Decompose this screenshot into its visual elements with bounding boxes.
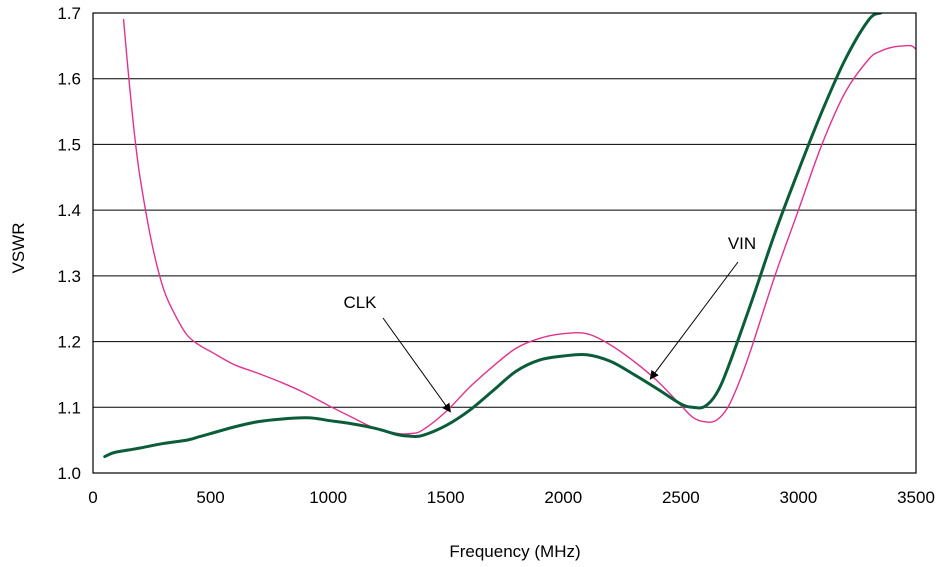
annotations: CLK VIN [343, 234, 756, 413]
series-line-clk [122, 18, 916, 435]
y-tick-label: 1.0 [57, 464, 81, 483]
x-tick-label: 2000 [544, 488, 582, 507]
annotation-label-clk: CLK [343, 293, 377, 312]
y-tick-label: 1.1 [57, 398, 81, 417]
y-tick-label: 1.4 [57, 201, 81, 220]
x-tick-label: 3000 [780, 488, 818, 507]
annotation-arrow-vin [649, 261, 739, 380]
x-tick-label: 1000 [309, 488, 347, 507]
x-tick-label: 3500 [897, 488, 935, 507]
plot-frame [92, 12, 917, 474]
x-tick-label: 0 [88, 488, 97, 507]
x-axis-title: Frequency (MHz) [449, 542, 580, 561]
y-tick-label: 1.6 [57, 70, 81, 89]
x-tick-label: 1500 [427, 488, 465, 507]
plot-area-border [92, 12, 917, 474]
series-line-vin [103, 13, 883, 459]
x-tick-labels: 0 500 1000 1500 2000 2500 3000 3500 [88, 488, 935, 507]
annotation-label-vin: VIN [728, 234, 756, 253]
y-tick-label: 1.3 [57, 267, 81, 286]
x-tick-label: 500 [196, 488, 224, 507]
y-axis-title: VSWR [9, 223, 28, 274]
series-lines [103, 13, 916, 459]
x-tick-label: 2500 [662, 488, 700, 507]
y-tick-label: 1.7 [57, 4, 81, 23]
y-tick-label: 1.5 [57, 135, 81, 154]
gridlines [93, 78, 916, 408]
y-tick-label: 1.2 [57, 333, 81, 352]
annotation-arrow-clk [382, 317, 451, 413]
y-tick-labels: 1.0 1.1 1.2 1.3 1.4 1.5 1.6 1.7 [57, 4, 81, 483]
